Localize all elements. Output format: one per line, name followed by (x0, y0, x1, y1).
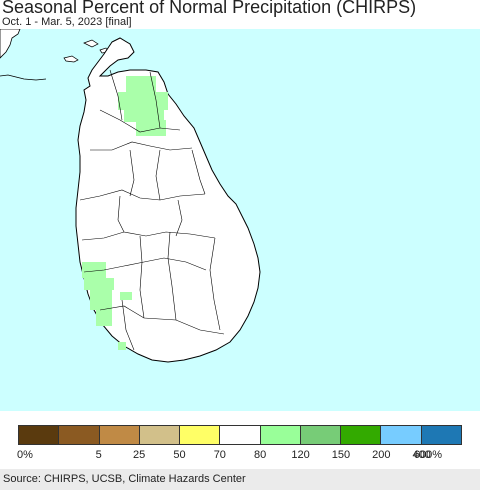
district-boundaries (79, 69, 225, 351)
legend-label: 400 (412, 449, 431, 461)
map-area (0, 29, 480, 411)
legend-swatch (381, 426, 422, 444)
legend-swatch (300, 426, 342, 444)
legend-swatch (139, 426, 181, 444)
legend-swatch (220, 426, 261, 444)
legend-swatch (341, 426, 382, 444)
legend-label: 70 (213, 449, 226, 461)
legend-swatch (180, 426, 221, 444)
wet-anomaly-patches (82, 76, 168, 350)
reef-line (0, 74, 47, 81)
color-legend (18, 425, 462, 445)
legend-swatch (99, 426, 140, 444)
legend-swatch (260, 426, 301, 444)
legend-label: 50 (173, 449, 186, 461)
legend-label: 200 (372, 449, 391, 461)
legend-label: 0% (17, 449, 33, 461)
map-subtitle: Oct. 1 - Mar. 5, 2023 [final] (2, 16, 132, 28)
legend-swatch (59, 426, 100, 444)
legend-label: 600% (413, 449, 443, 461)
legend-swatch (19, 426, 60, 444)
legend-swatch (421, 426, 461, 444)
mannar-island (63, 55, 79, 63)
jaffna-islands (83, 39, 109, 54)
legend-label: 120 (291, 449, 310, 461)
legend-label: 5 (95, 449, 102, 461)
legend-label: 80 (254, 449, 267, 461)
source-note: Source: CHIRPS, UCSB, Climate Hazards Ce… (0, 469, 480, 490)
sri-lanka-map (0, 29, 261, 363)
india-coast (0, 29, 21, 59)
map-title: Seasonal Percent of Normal Precipitation… (2, 0, 417, 17)
legend-label: 150 (331, 449, 351, 461)
legend-labels: 0% 5 25 50 70 80 120 150 200 400 600% (0, 449, 480, 463)
legend-label: 25 (132, 449, 146, 461)
